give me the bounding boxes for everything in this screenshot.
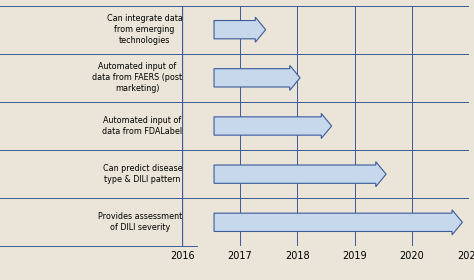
- Polygon shape: [214, 113, 332, 139]
- Polygon shape: [214, 210, 462, 235]
- Polygon shape: [214, 65, 300, 90]
- Text: Can integrate data
from emerging
technologies: Can integrate data from emerging technol…: [107, 14, 182, 45]
- Polygon shape: [214, 17, 265, 42]
- Polygon shape: [214, 162, 386, 187]
- Text: Provides assessment
of DILI severity: Provides assessment of DILI severity: [98, 212, 182, 232]
- Text: Automated input of
data from FDALabel: Automated input of data from FDALabel: [102, 116, 182, 136]
- Text: Automated input of
data from FAERS (post
marketing): Automated input of data from FAERS (post…: [92, 62, 182, 94]
- Text: Can predict disease
type & DILI pattern: Can predict disease type & DILI pattern: [103, 164, 182, 184]
